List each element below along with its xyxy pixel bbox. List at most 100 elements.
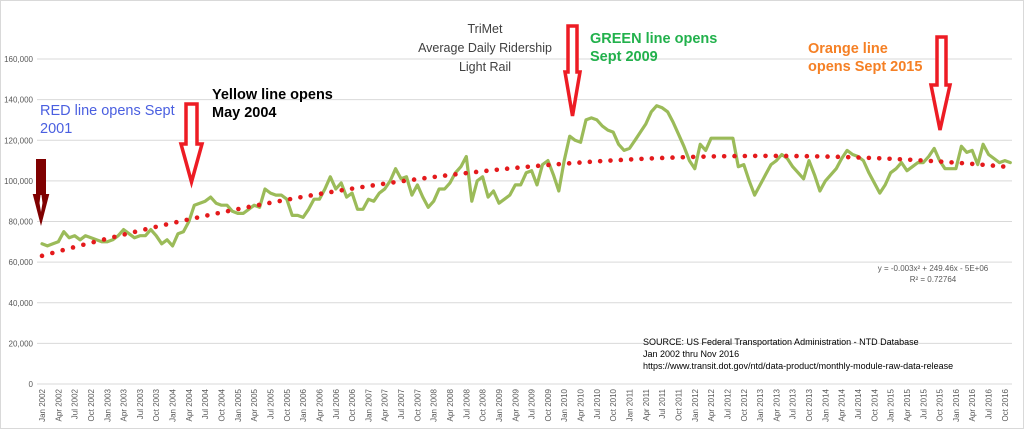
- y-tick-label: 140,000: [4, 96, 33, 105]
- x-tick-label: Jul 2003: [136, 388, 145, 419]
- title-line: TriMet: [467, 22, 503, 36]
- x-tick-label: Oct 2004: [218, 388, 227, 421]
- trendline-dot: [329, 189, 334, 195]
- x-tick-label: Jul 2014: [854, 388, 863, 419]
- y-tick-label: 80,000: [9, 218, 34, 227]
- x-tick-label: Apr 2008: [446, 388, 455, 421]
- x-tick-label: Jan 2007: [364, 388, 373, 421]
- trendline-dot: [163, 222, 169, 227]
- trendline-dot: [577, 160, 582, 165]
- x-tick-label: Jan 2003: [103, 388, 112, 421]
- x-tick-label: Jul 2011: [658, 388, 667, 418]
- trendline-dot: [546, 162, 551, 168]
- trendline-dot: [918, 158, 923, 163]
- arrow-down-icon: [32, 159, 50, 226]
- trendline-dot: [277, 198, 283, 204]
- x-tick-label: Oct 2011: [674, 388, 683, 420]
- trendline-dot: [783, 153, 789, 159]
- trendline-dot: [990, 163, 996, 168]
- trendline-dot: [825, 154, 830, 159]
- y-tick-label: 40,000: [9, 299, 34, 308]
- trendline-dot: [515, 165, 520, 171]
- annotation-line: May 2004: [212, 105, 277, 121]
- source-note: SOURCE: US Federal Transportation Admini…: [643, 336, 953, 372]
- trendline-dot: [39, 253, 45, 259]
- trendline-dot: [649, 156, 655, 161]
- trendline-dot: [980, 162, 985, 168]
- x-tick-label: Oct 2006: [348, 388, 357, 421]
- x-tick-label: Jan 2002: [38, 388, 47, 421]
- x-tick-label: Jul 2007: [397, 388, 406, 419]
- trendline-dot: [205, 213, 210, 218]
- x-tick-label: Oct 2003: [152, 388, 161, 421]
- x-tick-label: Oct 2012: [740, 388, 749, 421]
- ridership-line: [40, 104, 1012, 248]
- trendline-dot: [814, 154, 820, 159]
- x-tick-label: Jan 2008: [430, 388, 439, 421]
- trendline-dot: [597, 158, 603, 164]
- trendline-dot: [215, 210, 221, 216]
- trendline-dot: [628, 157, 634, 162]
- x-tick-label: Jan 2005: [234, 388, 243, 421]
- x-tick-label: Jan 2015: [887, 388, 896, 421]
- x-tick-label: Jul 2006: [332, 388, 341, 419]
- source-line: Jan 2002 thru Nov 2016: [643, 349, 740, 359]
- trendline-dot: [401, 178, 407, 184]
- arrow-down-icon: [562, 24, 583, 117]
- trendline-dot: [959, 160, 965, 166]
- trendline-equation: y = -0.003x² + 249.46x - 5E+06 R² = 0.72…: [858, 263, 1008, 285]
- equation-text: y = -0.003x² + 249.46x - 5E+06: [877, 264, 989, 273]
- x-tick-label: Jul 2005: [266, 388, 275, 419]
- trendline-dot: [194, 215, 200, 220]
- trendline-dot: [525, 164, 531, 170]
- x-tick-label: Apr 2007: [381, 388, 390, 421]
- trendline-dot: [70, 245, 76, 250]
- trendline-dot: [60, 247, 65, 253]
- trendline-dot: [711, 154, 717, 159]
- trendline-dot: [318, 191, 324, 196]
- x-tick-label: Apr 2005: [250, 388, 259, 421]
- x-tick-label: Oct 2008: [479, 388, 488, 421]
- trendline-dot: [132, 229, 138, 235]
- title-line: Average Daily Ridership: [418, 41, 552, 55]
- annotation-line: Yellow line opens: [212, 87, 333, 103]
- x-tick-label: Jul 2013: [789, 388, 798, 419]
- trendline-dot: [763, 153, 768, 159]
- annotation-line: opens Sept 2015: [808, 59, 923, 75]
- x-tick-label: Apr 2016: [968, 388, 977, 421]
- trendline-dot: [732, 153, 737, 159]
- trendline-dot: [876, 155, 882, 161]
- trendline-dot: [287, 196, 293, 202]
- trendline-dot: [535, 163, 541, 169]
- arrow-down-icon: [178, 102, 205, 189]
- trendline-dot: [91, 239, 96, 245]
- arrow-down-icon: [928, 35, 953, 131]
- trendline-dot: [473, 169, 479, 175]
- trendline-dot: [928, 158, 934, 164]
- y-tick-label: 0: [29, 380, 34, 389]
- x-tick-label: Jul 2012: [723, 388, 732, 419]
- annotation-line: 2001: [40, 121, 73, 137]
- x-tick-label: Jul 2016: [985, 388, 994, 419]
- chart-title: TriMet Average Daily Ridership Light Rai…: [400, 20, 570, 77]
- yellow-line-annotation: Yellow line opens May 2004: [212, 86, 333, 122]
- trendline-dot: [969, 161, 975, 167]
- trendline-dot: [411, 177, 417, 182]
- x-tick-label: Oct 2014: [870, 388, 879, 421]
- x-tick-label: Apr 2009: [511, 388, 520, 421]
- trendline-dot: [174, 219, 179, 225]
- trendline-dot: [887, 156, 892, 162]
- trendline-dot: [360, 184, 365, 190]
- trendline-dot: [298, 194, 303, 200]
- trendline-dot: [690, 154, 696, 160]
- x-tick-label: Oct 2002: [87, 388, 96, 421]
- trendline-dot: [897, 156, 903, 162]
- green-line-annotation: GREEN line opens Sept 2009: [590, 30, 717, 66]
- trendline-dot: [101, 237, 107, 242]
- trendline-dot: [566, 161, 572, 166]
- trendline-dot: [494, 167, 500, 173]
- trendline-dot: [432, 174, 438, 180]
- source-line: SOURCE: US Federal Transportation Admini…: [643, 337, 919, 347]
- x-tick-label: Jan 2016: [952, 388, 961, 421]
